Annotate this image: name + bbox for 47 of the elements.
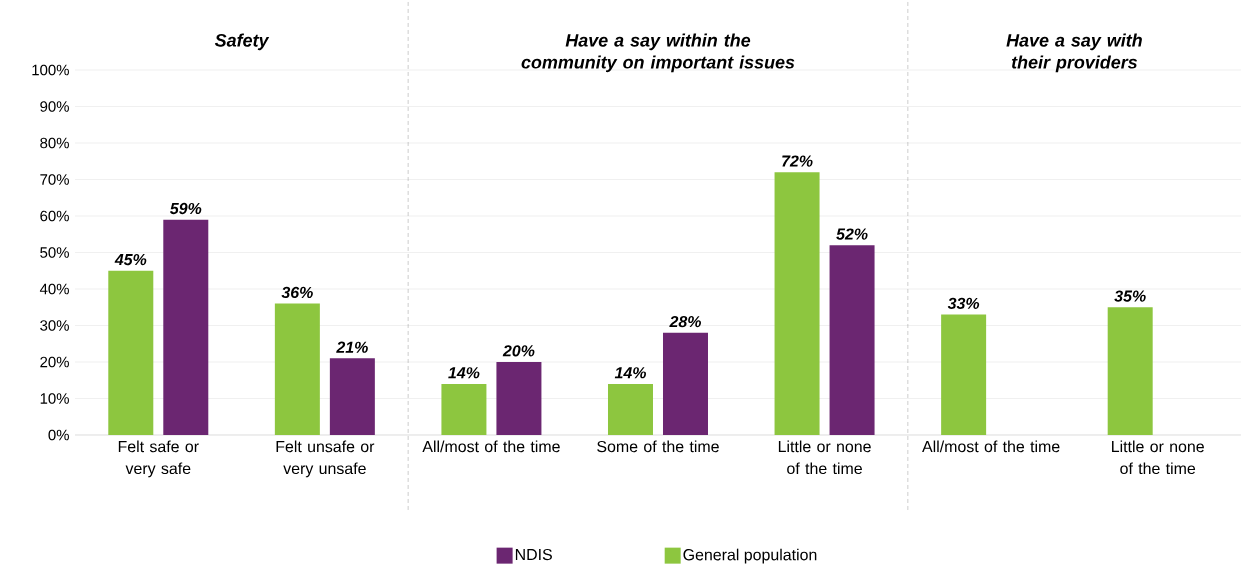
legend-label: General population [683, 548, 817, 564]
y-tick-label: 40% [39, 283, 69, 295]
y-tick-label: 20% [40, 356, 69, 368]
text: Safety [214, 33, 270, 51]
x-tick-label: Some of the time [597, 440, 719, 453]
y-tick-label: 30% [40, 320, 69, 331]
y-tick-label: 10% [40, 393, 69, 404]
data-label: 36% [281, 286, 313, 299]
bar [496, 361, 542, 435]
data-label: 72% [782, 155, 813, 167]
x-tick-label: All/most of the time [422, 440, 560, 453]
bar [829, 245, 875, 435]
bar [774, 172, 820, 435]
bar [108, 270, 154, 435]
x-tick-label: Little or none of the time [778, 440, 871, 475]
y-tick-label: 60% [40, 210, 69, 222]
bar [329, 358, 375, 435]
data-label: 14% [448, 367, 480, 379]
y-tick-label: 50% [40, 247, 69, 258]
data-label: 28% [669, 315, 701, 328]
bar [163, 219, 209, 435]
y-tick-label: 0% [48, 429, 69, 441]
data-label: 20% [502, 345, 535, 357]
data-label: 21% [336, 341, 368, 353]
annotation: Have a say within the community on important issues [521, 33, 795, 73]
y-tick-label: 100% [32, 64, 69, 76]
y-tick-label: 80% [40, 137, 69, 149]
data-label: 14% [614, 367, 646, 379]
y-tick-label: 90% [40, 101, 69, 112]
data-label: 59% [170, 202, 202, 215]
y-tick-label: 70% [40, 174, 69, 185]
bar [1107, 307, 1153, 435]
bar [607, 383, 653, 435]
data-label: 35% [1114, 290, 1146, 302]
data-label: 33% [947, 297, 980, 310]
x-tick-label: All/most of the time [922, 440, 1060, 453]
legend-label: NDIS [515, 548, 552, 561]
bar [441, 383, 487, 435]
data-label: 52% [836, 228, 868, 240]
bar [662, 332, 708, 435]
x-tick-label: Little or none of the time [1112, 440, 1204, 475]
annotation: Have a say with their providers [1006, 33, 1142, 73]
x-tick-label: Felt safe or very safe [118, 440, 199, 478]
bar [941, 314, 987, 435]
data-label: 45% [114, 254, 147, 266]
x-tick-label: Felt unsafe or very unsafe [276, 440, 375, 478]
bar [274, 303, 320, 435]
